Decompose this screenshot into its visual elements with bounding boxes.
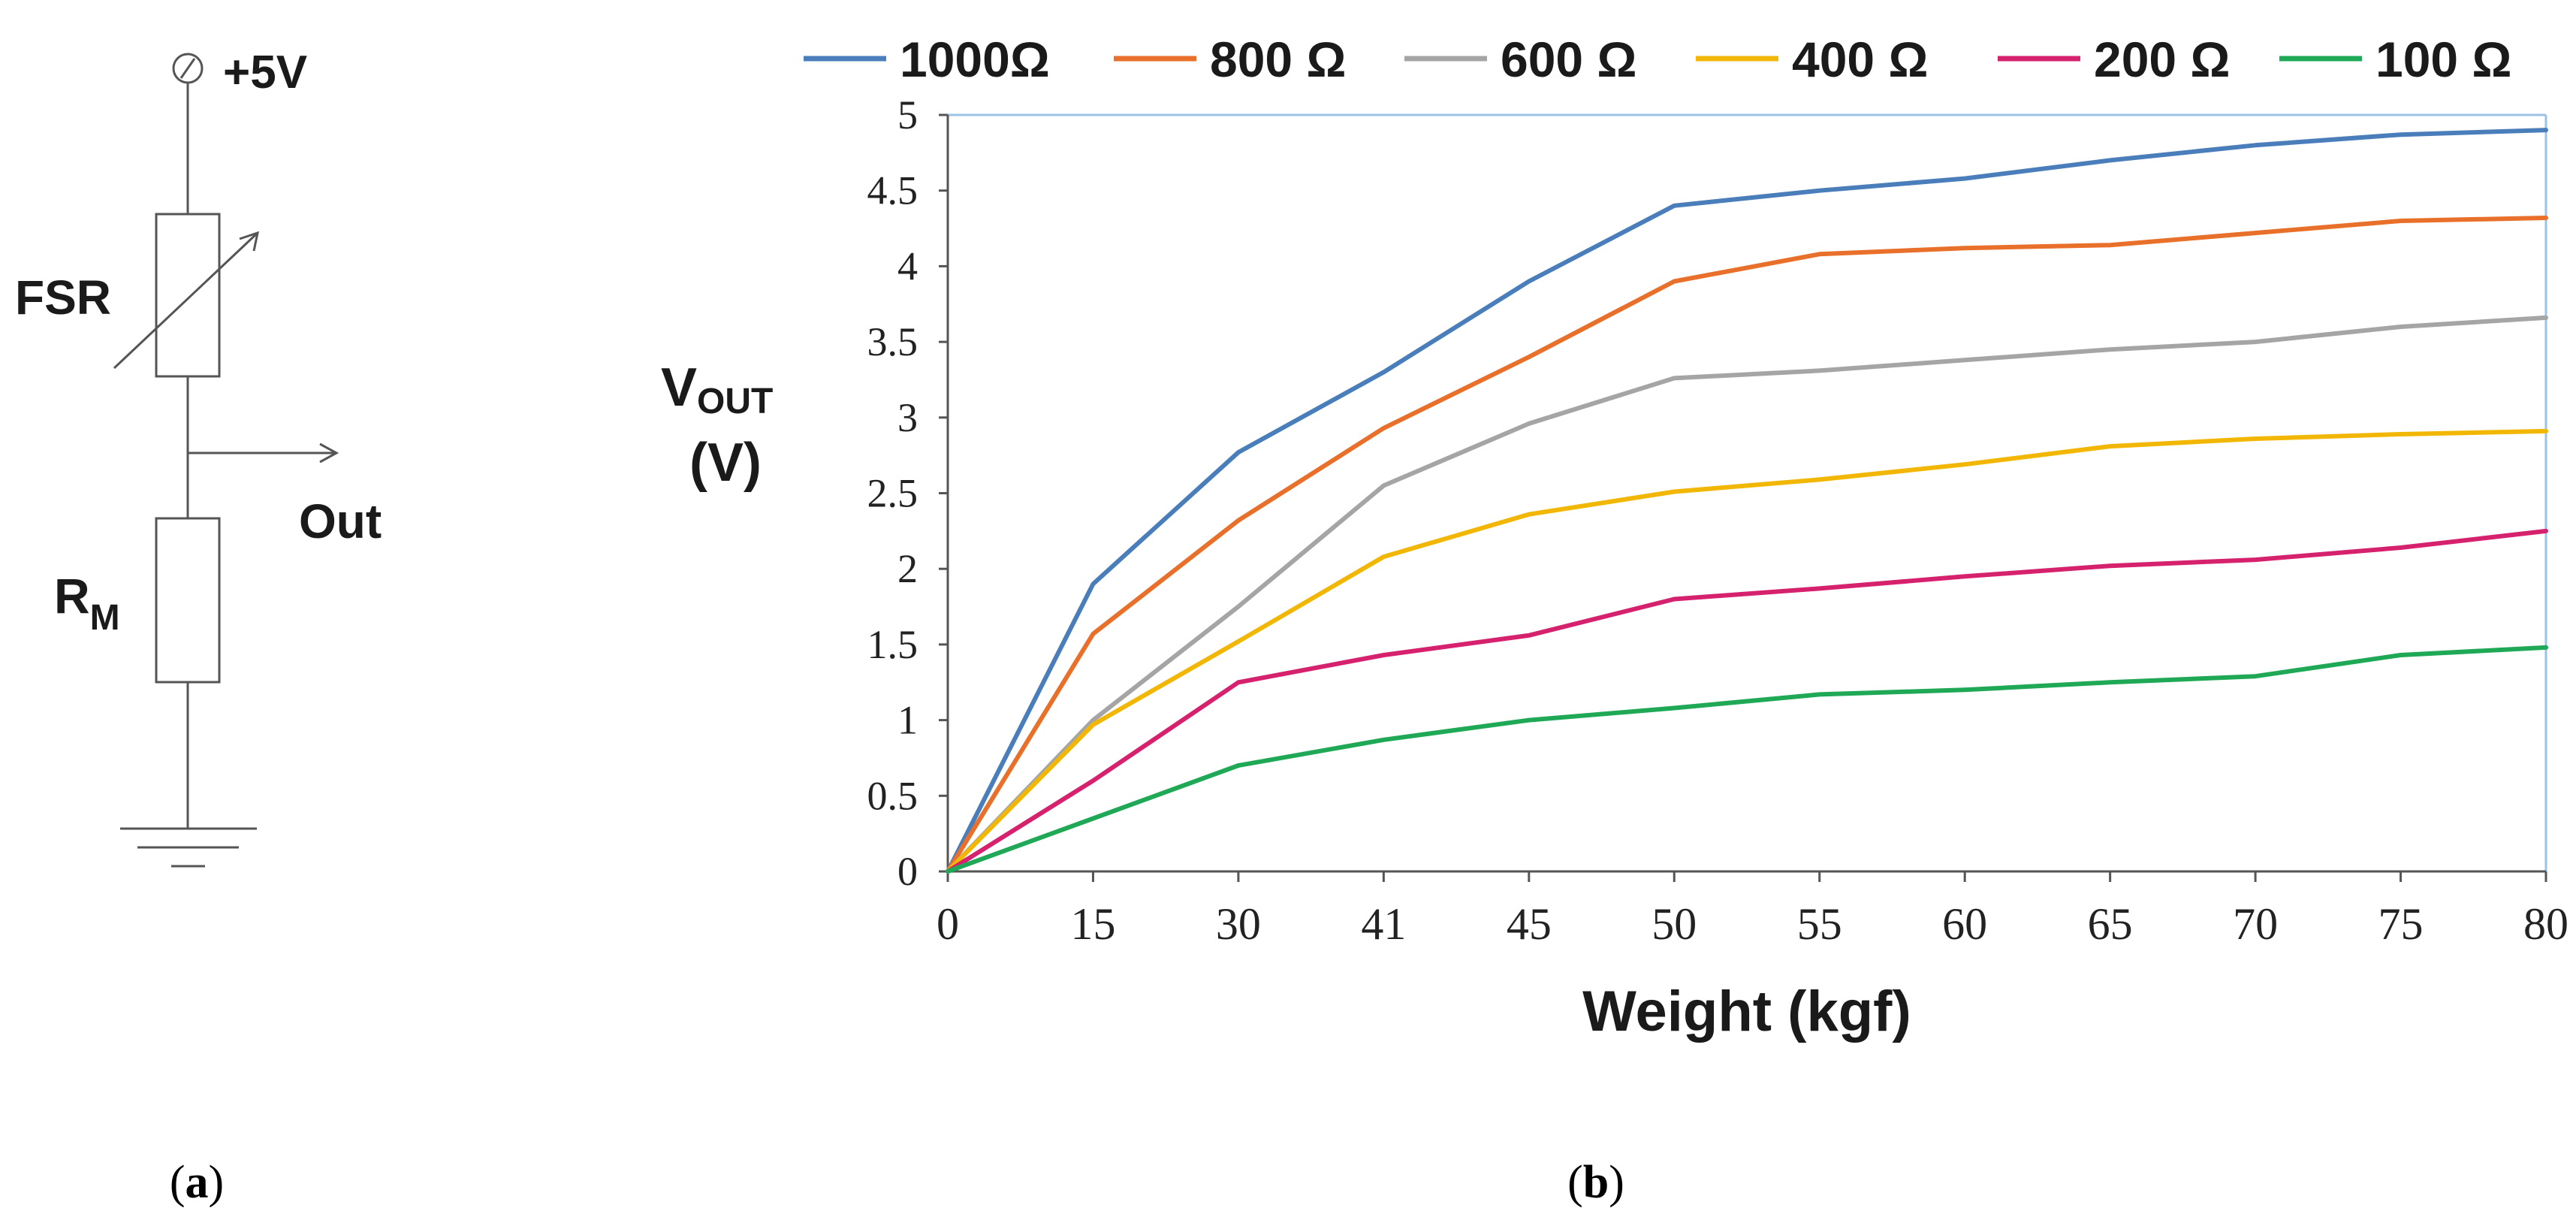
y-tick-label: 2.5	[867, 471, 918, 516]
panel-a-label-close: )	[209, 1157, 225, 1208]
supply-voltage-label: +5V	[223, 47, 307, 98]
panel-a-label-letter: a	[186, 1157, 209, 1208]
series-line-2	[946, 315, 2548, 874]
legend-label-5: 100 Ω	[2375, 32, 2511, 87]
y-axis-title-main: V	[661, 358, 697, 418]
rm-label: RM	[54, 568, 120, 638]
panel-b-label-letter: b	[1583, 1157, 1609, 1208]
rm-resistor-body	[155, 517, 221, 684]
x-axis-ticks: 0 15 30 41 45 50 55 60 65 70 75 80	[937, 871, 2568, 949]
legend-label-2: 600 Ω	[1501, 32, 1636, 87]
x-tick-label: 0	[937, 899, 959, 949]
y-tick-label: 1	[897, 698, 918, 743]
fsr-resistor-body	[155, 213, 221, 378]
y-tick-label: 4.5	[867, 168, 918, 213]
x-tick-label: 45	[1507, 899, 1552, 949]
out-arrow-head-icon	[319, 442, 339, 464]
series-line-5	[946, 645, 2548, 874]
fsr-variable-arrow-line	[113, 231, 259, 370]
series-lines	[946, 128, 2548, 874]
fsr-voltage-divider-circuit	[113, 53, 339, 868]
y-axis-ticks: 0 0.5 1 1.5 2 2.5 3 3.5 4 4.5 5	[867, 92, 948, 894]
y-tick-label: 3.5	[867, 319, 918, 364]
fsr-variable-arrow-head-icon	[239, 231, 260, 252]
x-tick-label: 65	[2088, 899, 2133, 949]
legend-label-0: 1000Ω	[900, 32, 1050, 87]
panel-a-label: (a)	[170, 1157, 224, 1208]
legend: 1000Ω 800 Ω 600 Ω 400 Ω 200 Ω 100 Ω	[804, 32, 2511, 87]
panel-b-label-open: (	[1567, 1157, 1583, 1208]
legend-label-1: 800 Ω	[1210, 32, 1346, 87]
x-tick-label: 60	[1942, 899, 1987, 949]
y-tick-label: 1.5	[867, 622, 918, 667]
x-tick-label: 75	[2378, 899, 2424, 949]
y-axis-title: VOUT	[661, 358, 773, 421]
rm-label-main: R	[54, 568, 90, 624]
fsr-label: FSR	[15, 270, 111, 325]
y-tick-label: 0	[897, 849, 918, 894]
panel-b-label: (b)	[1567, 1157, 1624, 1208]
y-tick-label: 0.5	[867, 773, 918, 818]
rm-label-subscript: M	[90, 598, 120, 638]
panel-a-label-open: (	[170, 1157, 186, 1208]
x-tick-label: 41	[1361, 899, 1406, 949]
panel-b-label-close: )	[1609, 1157, 1624, 1208]
x-axis-title: Weight (kgf)	[1582, 980, 1911, 1043]
x-tick-label: 70	[2233, 899, 2278, 949]
legend-label-4: 200 Ω	[2094, 32, 2230, 87]
y-tick-label: 2	[897, 546, 918, 591]
y-tick-label: 5	[897, 92, 918, 137]
ground-icon	[120, 827, 257, 868]
series-line-3	[946, 428, 2548, 874]
x-tick-label: 50	[1651, 899, 1697, 949]
y-axis-title-subscript: OUT	[697, 382, 773, 421]
out-label: Out	[299, 494, 382, 548]
series-line-0	[946, 128, 2548, 874]
legend-label-3: 400 Ω	[1792, 32, 1928, 87]
x-tick-label: 55	[1797, 899, 1842, 949]
x-tick-label: 30	[1216, 899, 1261, 949]
x-tick-label: 15	[1070, 899, 1115, 949]
series-line-1	[946, 216, 2548, 874]
y-tick-label: 3	[897, 395, 918, 440]
x-tick-label: 80	[2523, 899, 2568, 949]
series-line-4	[946, 528, 2548, 874]
vout-vs-weight-chart: 0 0.5 1 1.5 2 2.5 3 3.5 4 4.5 5 0 15 30 41 45 50 55 60 65 7…	[661, 32, 2568, 1043]
y-axis-unit: (V)	[689, 433, 762, 493]
y-tick-label: 4	[897, 243, 918, 288]
supply-terminal-slash	[179, 58, 196, 79]
